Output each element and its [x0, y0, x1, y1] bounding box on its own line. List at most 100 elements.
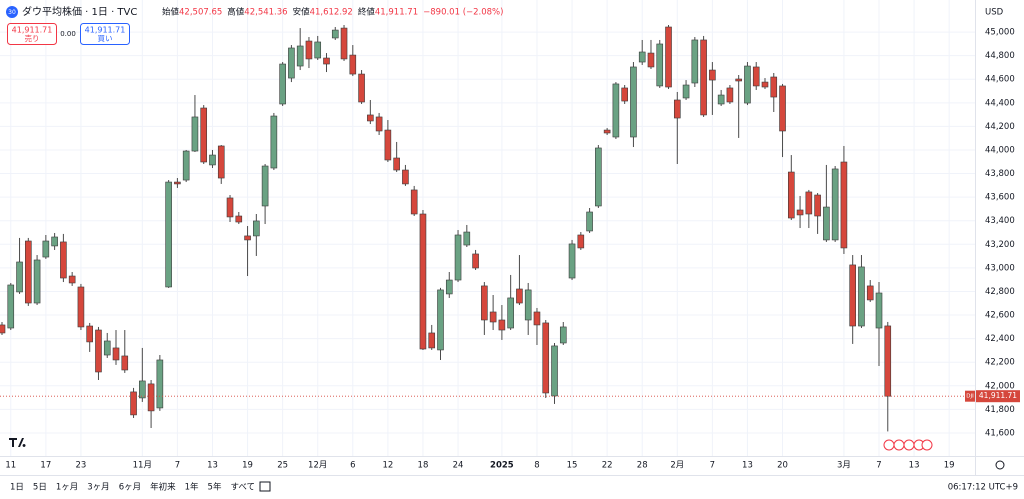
candle-body	[86, 325, 93, 343]
event-marker[interactable]	[893, 439, 905, 451]
candle-body	[121, 355, 129, 371]
x-tick-label: 19	[944, 461, 955, 471]
candle-body	[51, 236, 58, 247]
ohlc-label: 始値	[162, 7, 180, 18]
y-tick-label: 41,800	[985, 405, 1015, 415]
range-button[interactable]: 6ヶ月	[119, 483, 141, 493]
x-tick-label: 24	[453, 461, 464, 471]
candle-body	[796, 209, 804, 216]
candle-body	[709, 69, 716, 81]
sell-button[interactable]	[7, 23, 57, 45]
range-button[interactable]: 3ヶ月	[87, 483, 109, 493]
candle-body	[726, 87, 734, 103]
candle-body	[603, 129, 611, 134]
candle-body	[761, 81, 769, 88]
ohlc-change: −890.01 (−2.08%)	[423, 8, 503, 18]
candle-body	[770, 76, 778, 98]
event-marker[interactable]	[903, 439, 915, 451]
x-tick-label: 11月	[133, 461, 152, 471]
sell-price: 41,911.71	[12, 26, 53, 35]
candle-body	[498, 319, 506, 331]
candle-body	[261, 165, 269, 207]
settings-icon[interactable]	[995, 460, 1005, 470]
candle-body	[516, 288, 523, 304]
sell-label: 売り	[25, 33, 40, 43]
spread: 0.00	[60, 30, 76, 38]
grid	[0, 0, 975, 456]
currency[interactable]: USD	[985, 8, 1004, 18]
x-tick-label: 17	[40, 461, 51, 471]
candle-body	[481, 285, 488, 321]
x-tick-label: 7	[876, 461, 881, 471]
event-markers	[883, 439, 933, 451]
y-tick-label: 45,000	[985, 28, 1015, 38]
y-tick-label: 42,800	[985, 287, 1015, 297]
x-tick-label: 6	[350, 461, 355, 471]
range-button[interactable]: 1年	[185, 482, 199, 493]
event-marker[interactable]	[921, 439, 933, 451]
symbol-title[interactable]: ダウ平均株価 · 1日 · TVC	[22, 5, 137, 18]
candle-body	[463, 231, 471, 246]
candle-body	[323, 57, 330, 65]
candle-body	[270, 115, 278, 169]
candle-body	[884, 325, 892, 397]
candle-body	[375, 116, 383, 132]
buy-button[interactable]	[80, 23, 130, 45]
candle-body	[472, 253, 479, 269]
y-tick-label: 43,600	[985, 193, 1015, 203]
range-button[interactable]: 年初来	[150, 482, 176, 493]
symbol-icon-text: 30	[8, 9, 16, 16]
range-button[interactable]: 5年	[208, 482, 222, 493]
candle-body	[340, 27, 348, 60]
y-tick-label: 43,200	[985, 240, 1015, 250]
candle-body	[68, 275, 76, 284]
candle-body	[288, 47, 295, 79]
range-button[interactable]: すべて	[230, 483, 255, 493]
symbol-icon	[6, 6, 18, 18]
candle-body	[314, 41, 322, 59]
candle-body	[0, 324, 6, 334]
candle-body	[717, 94, 725, 105]
toolbar: 1日 5日 1ヶ月 3ヶ月 6ヶ月 年初来 1年 5年 すべて	[10, 482, 255, 493]
logo	[9, 438, 26, 447]
range-button[interactable]: 1ヶ月	[56, 483, 78, 493]
x-tick-label: 2025	[490, 461, 514, 471]
buy-price: 41,911.71	[85, 26, 126, 35]
candle-body	[296, 45, 304, 67]
x-tick-label: 13	[742, 461, 753, 471]
candle-body	[191, 116, 199, 152]
candle-body	[866, 285, 874, 301]
candle-body	[805, 191, 813, 215]
range-button[interactable]: 5日	[33, 483, 47, 493]
event-marker[interactable]	[883, 439, 895, 451]
candle-body	[612, 83, 620, 138]
ohlc-value: 41,612.92	[310, 8, 353, 18]
candle-body	[33, 259, 41, 304]
candle-body	[244, 235, 251, 241]
candle-body	[656, 43, 664, 87]
candle-body	[682, 84, 690, 99]
candle-body	[112, 347, 120, 361]
candle-body	[331, 29, 339, 39]
candle-body	[209, 154, 216, 166]
candle-body	[235, 215, 243, 223]
x-tick-label: 18	[418, 461, 429, 471]
x-tick-label: 7	[175, 461, 180, 471]
x-tick-label: 11	[5, 461, 16, 471]
x-tick-label: 15	[567, 461, 578, 471]
range-button[interactable]: 1日	[10, 483, 24, 493]
candle-body	[858, 266, 865, 327]
candle-body	[823, 206, 830, 241]
candle-body	[831, 168, 839, 241]
candle-body	[402, 169, 409, 185]
ui: 30 ダウ平均株価 · 1日 · TVC 始値 42,507.65 高値 42,541…	[5, 5, 1020, 493]
x-tick-label: 23	[76, 461, 87, 471]
candle-body	[524, 289, 532, 321]
ohlc-value: 42,507.65	[179, 8, 222, 18]
candle-body	[559, 326, 567, 344]
candle-body	[489, 311, 497, 323]
y-tick-label: 44,000	[985, 145, 1015, 155]
date-range-icon[interactable]	[259, 481, 271, 492]
x-tick-label: 28	[637, 461, 648, 471]
